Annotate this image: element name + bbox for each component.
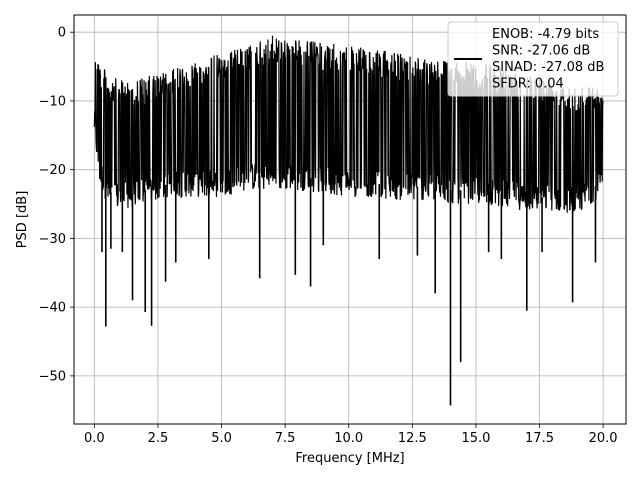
x-axis-label: Frequency [MHz]	[295, 451, 404, 466]
x-tick-label: 7.5	[275, 431, 296, 446]
x-tick-label: 17.5	[525, 431, 554, 446]
legend-sfdr: SFDR: 0.04	[492, 77, 564, 92]
y-tick-label: 0	[58, 26, 66, 41]
legend-enob: ENOB: -4.79 bits	[492, 27, 599, 42]
x-tick-label: 5.0	[211, 431, 232, 446]
plot-area	[93, 35, 604, 406]
legend-box	[447, 21, 619, 97]
legend-snr: SNR: -27.06 dB	[492, 44, 590, 59]
legend-sinad: SINAD: -27.08 dB	[492, 60, 604, 75]
psd-trace	[93, 35, 604, 214]
axes-frame	[73, 14, 627, 425]
x-tick-label: 12.5	[398, 431, 427, 446]
x-tick-label: 0.0	[84, 431, 105, 446]
legend: ENOB: -4.79 bits SNR: -27.06 dB SINAD: -…	[447, 21, 619, 97]
y-tick-label: −50	[39, 369, 66, 384]
y-tick-label: −40	[39, 301, 66, 316]
x-tick-label: 10.0	[334, 431, 363, 446]
x-tick-label: 2.5	[148, 431, 169, 446]
y-tick-label: −20	[39, 163, 66, 178]
y-axis: 0 −10 −20 −30 −40 −50	[39, 26, 74, 384]
x-tick-label: 15.0	[461, 431, 490, 446]
y-axis-label: PSD [dB]	[15, 191, 30, 249]
x-axis: 0.0 2.5 5.0 7.5 10.0 12.5 15.0 17.5 20.0	[84, 424, 618, 446]
y-tick-label: −30	[39, 232, 66, 247]
y-tick-label: −10	[39, 94, 66, 109]
x-tick-label: 20.0	[589, 431, 618, 446]
